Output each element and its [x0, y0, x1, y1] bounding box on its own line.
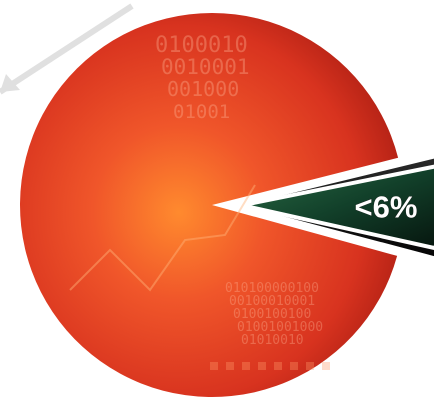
binary-text-bottom: 00100010001: [229, 294, 315, 309]
binary-text-top: 0010001: [161, 55, 250, 79]
decor-square: [290, 362, 298, 370]
binary-text-bottom: 010100000100: [225, 281, 319, 296]
binary-text-top: 001000: [167, 77, 239, 101]
decor-square: [226, 362, 234, 370]
decor-square: [210, 362, 218, 370]
pie-slice-small: [241, 164, 434, 250]
decor-line: [69, 184, 256, 292]
arrow-decoration-icon: [0, 3, 134, 95]
binary-text-top: 01001: [173, 101, 230, 123]
decor-square: [242, 362, 250, 370]
binary-text-top: 0100010: [155, 33, 248, 58]
pie-slice-main: [20, 13, 399, 398]
decor-square: [258, 362, 266, 370]
decor-square: [306, 362, 314, 370]
slice-data-label: <6%: [355, 190, 418, 225]
pie-slices: [20, 13, 434, 398]
binary-text-bottom: 01010010: [241, 333, 304, 348]
binary-text-bottom: 0100100100: [233, 307, 311, 322]
binary-text-bottom: 01001001000: [237, 320, 323, 335]
decor-square: [274, 362, 282, 370]
decor-square: [322, 362, 330, 370]
